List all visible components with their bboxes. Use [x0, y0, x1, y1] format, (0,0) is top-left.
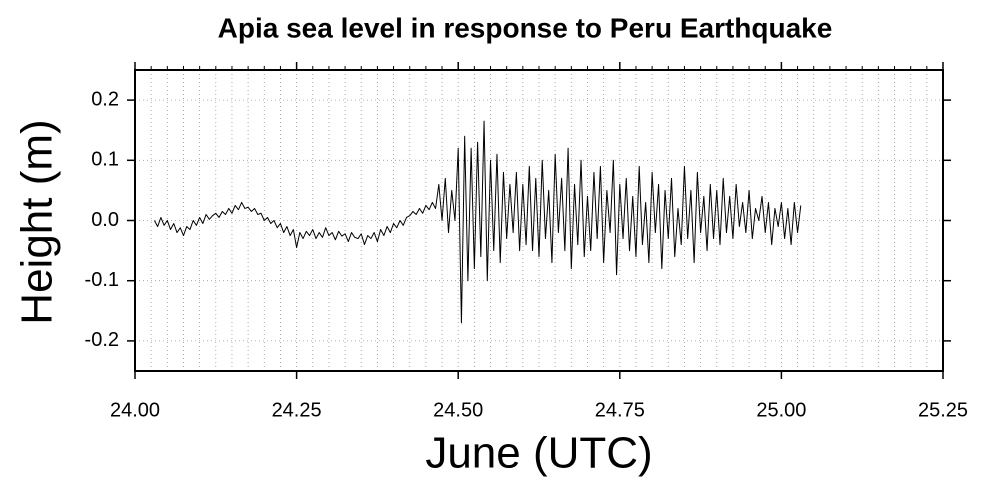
- plot-frame: [134, 69, 944, 372]
- chart-title: Apia sea level in response to Peru Earth…: [218, 12, 833, 43]
- x-tick-label: 24.50: [433, 399, 483, 421]
- y-axis-label: Height (m): [13, 119, 62, 324]
- x-tick-label: 25.00: [756, 399, 806, 421]
- y-tick-label: 0.2: [91, 88, 119, 110]
- data-line: [153, 120, 802, 324]
- y-tick-label: 0.0: [91, 209, 119, 231]
- x-tick-label: 25.25: [918, 399, 968, 421]
- y-tick-label: -0.1: [85, 269, 119, 291]
- x-tick-label: 24.75: [595, 399, 645, 421]
- x-tick-label: 24.00: [110, 399, 160, 421]
- x-tick-label: 24.25: [272, 399, 322, 421]
- x-axis-label: June (UTC): [425, 429, 652, 478]
- y-tick-label: -0.2: [85, 329, 119, 351]
- y-tick-label: 0.1: [91, 149, 119, 171]
